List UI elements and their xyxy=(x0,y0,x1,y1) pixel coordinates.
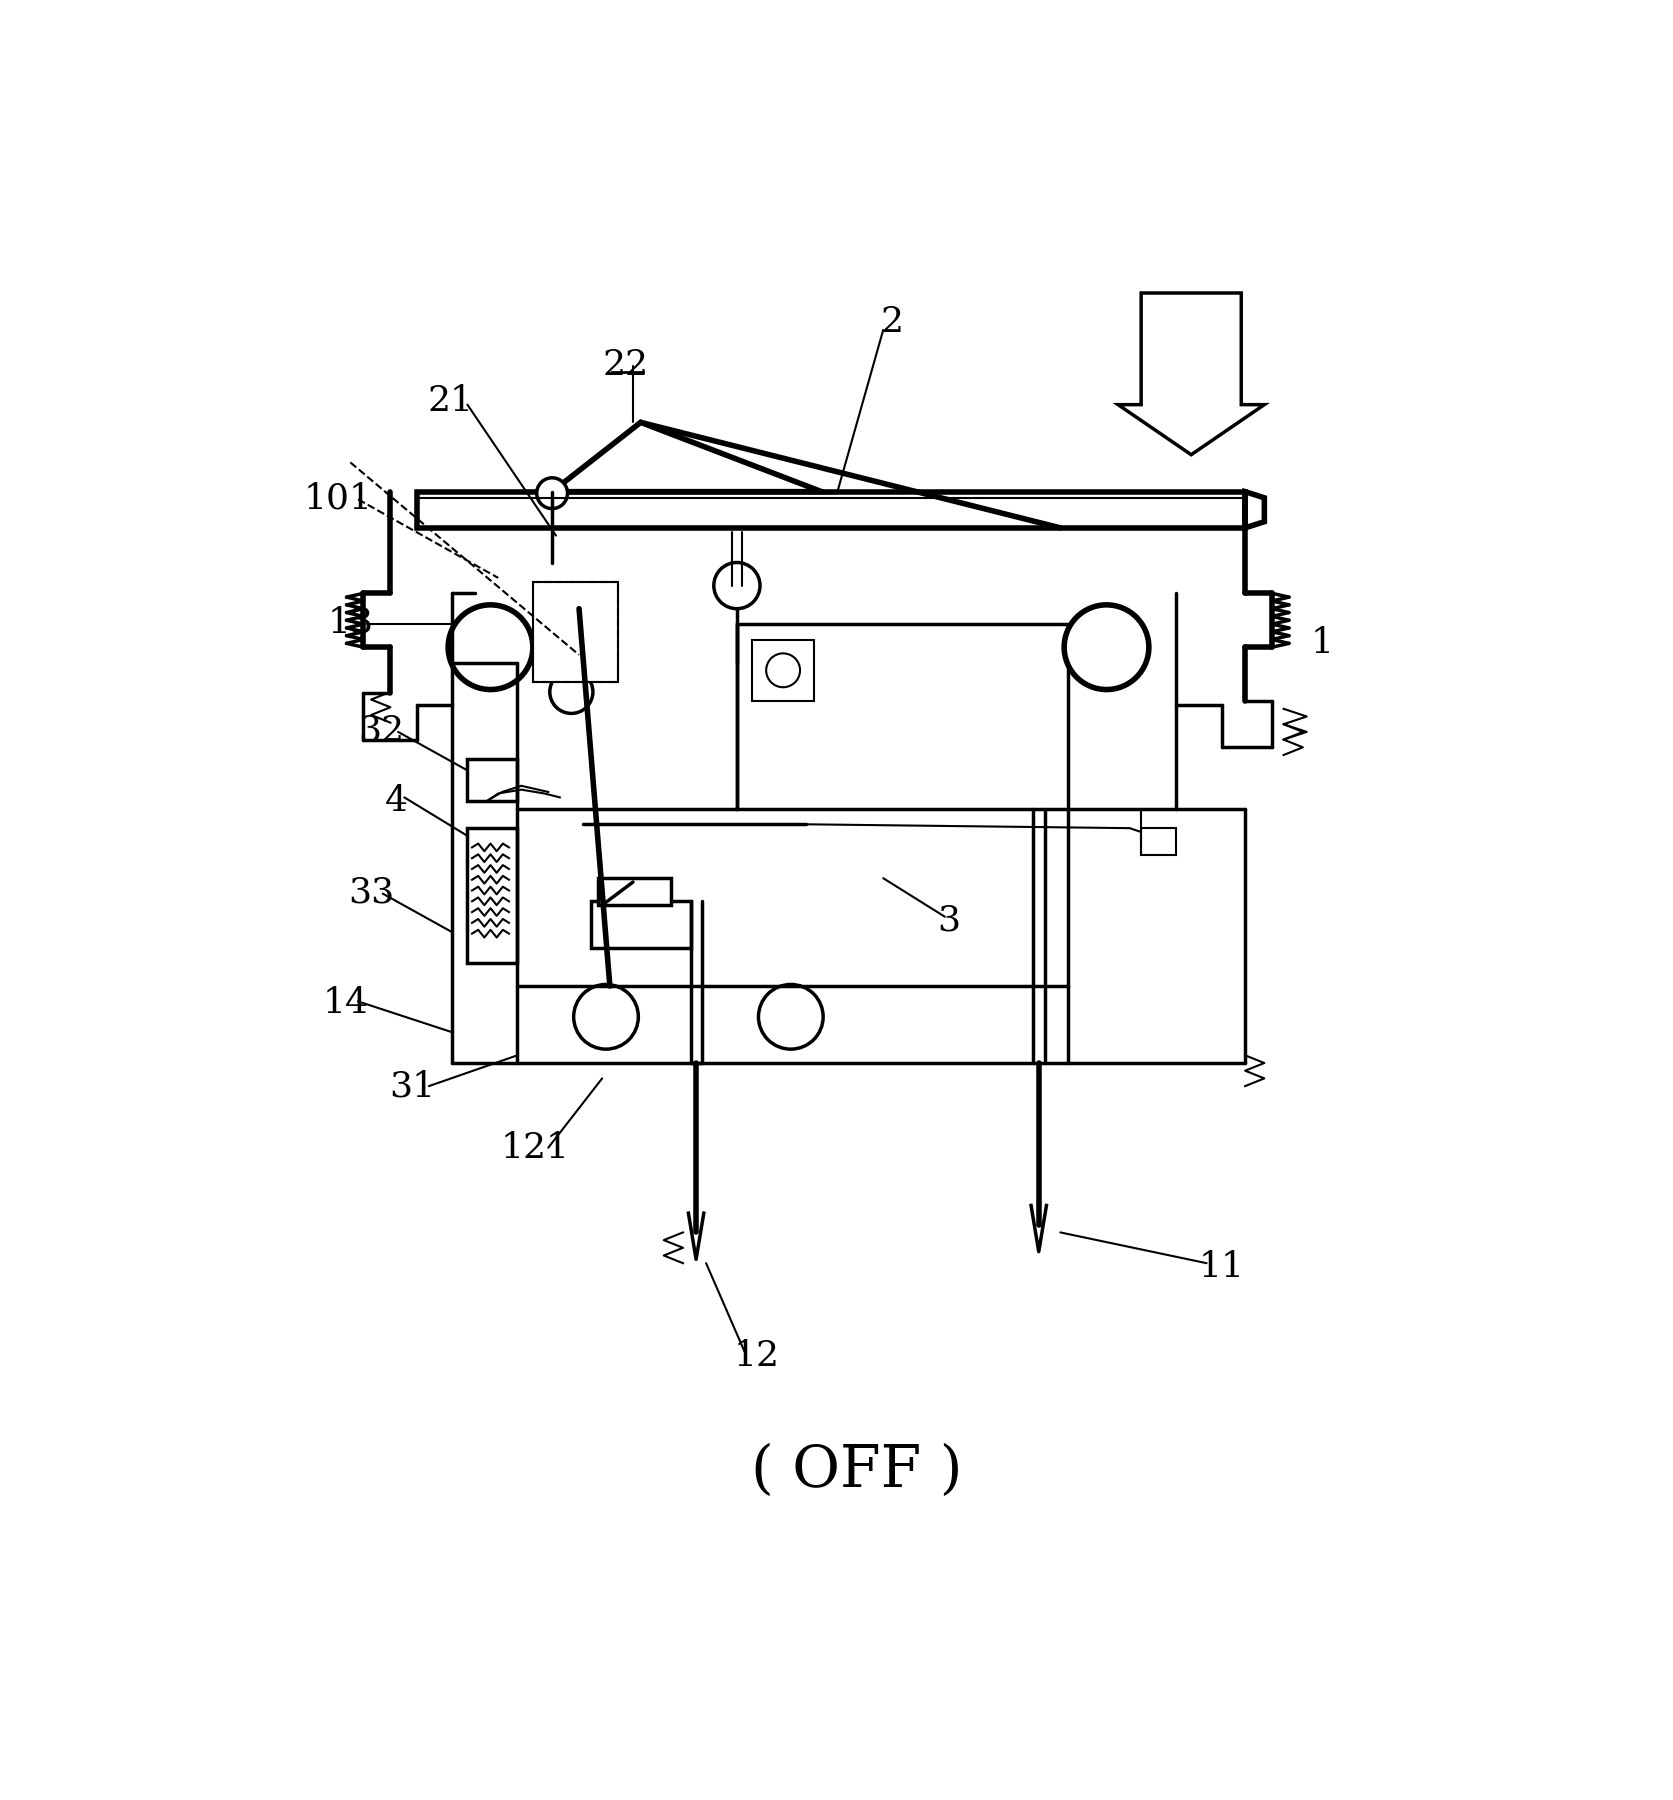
Bar xyxy=(534,581,617,682)
Bar xyxy=(736,625,1067,808)
Circle shape xyxy=(448,605,534,689)
Text: 22: 22 xyxy=(602,347,647,382)
Polygon shape xyxy=(1245,491,1265,527)
Text: 14: 14 xyxy=(323,986,368,1021)
Circle shape xyxy=(550,670,592,713)
Text: 21: 21 xyxy=(428,383,473,418)
Polygon shape xyxy=(1118,293,1265,455)
Text: 2: 2 xyxy=(882,306,903,338)
Bar xyxy=(753,639,813,700)
Circle shape xyxy=(766,653,800,688)
Text: 4: 4 xyxy=(385,785,408,819)
Bar xyxy=(467,760,517,801)
Text: 33: 33 xyxy=(348,875,395,909)
Text: ( OFF ): ( OFF ) xyxy=(751,1444,962,1499)
Text: 12: 12 xyxy=(733,1339,780,1373)
Text: 32: 32 xyxy=(358,713,405,747)
Polygon shape xyxy=(552,423,821,491)
Circle shape xyxy=(714,562,760,608)
Text: 31: 31 xyxy=(388,1069,435,1103)
Circle shape xyxy=(758,985,823,1049)
Text: 121: 121 xyxy=(500,1130,570,1165)
Bar xyxy=(591,902,691,947)
Text: 11: 11 xyxy=(1200,1249,1245,1283)
Bar xyxy=(599,878,671,905)
Circle shape xyxy=(1064,605,1149,689)
Bar xyxy=(417,491,1245,527)
Circle shape xyxy=(574,985,639,1049)
Bar xyxy=(534,581,617,682)
Bar xyxy=(1141,828,1176,855)
Text: 101: 101 xyxy=(303,482,373,515)
Text: 1: 1 xyxy=(1310,626,1333,661)
Text: 13: 13 xyxy=(328,605,373,639)
Text: 3: 3 xyxy=(937,904,960,938)
Circle shape xyxy=(537,477,567,509)
Bar xyxy=(467,828,517,963)
